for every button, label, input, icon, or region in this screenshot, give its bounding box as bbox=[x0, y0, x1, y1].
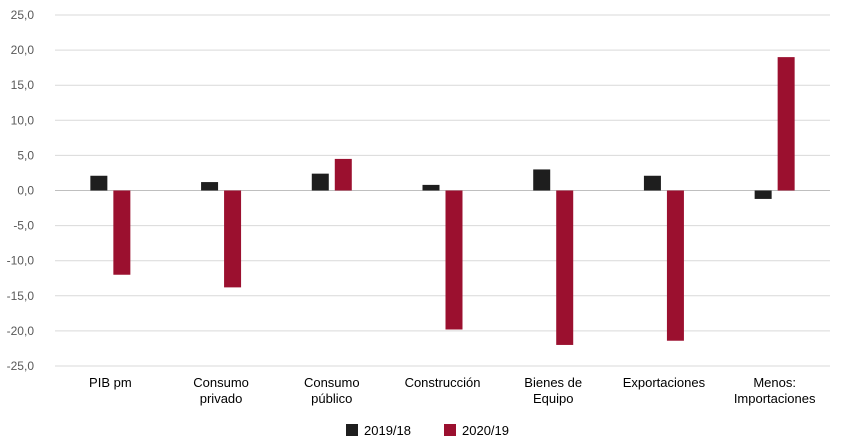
x-category-label: público bbox=[311, 391, 352, 406]
bar-2019-18-4 bbox=[533, 169, 551, 191]
bar-2020-19-6 bbox=[777, 57, 795, 191]
legend-label: 2020/19 bbox=[462, 423, 509, 438]
bar-2019-18-6 bbox=[754, 190, 772, 199]
x-category-label: privado bbox=[200, 391, 243, 406]
bar-2020-19-0 bbox=[113, 190, 131, 275]
x-category-label: Menos: bbox=[753, 375, 796, 390]
y-tick-label: 20,0 bbox=[11, 43, 35, 57]
x-category-label: Bienes de bbox=[524, 375, 582, 390]
y-tick-label: -10,0 bbox=[7, 254, 35, 268]
y-tick-label: 15,0 bbox=[11, 78, 35, 92]
y-tick-label: 10,0 bbox=[11, 113, 35, 127]
x-axis-category-labels: PIB pm ConsumoprivadoConsumopúblicoConstr… bbox=[89, 375, 816, 406]
bar-2019-18-2 bbox=[311, 173, 329, 191]
legend-label: 2019/18 bbox=[364, 423, 411, 438]
bar-2020-19-1 bbox=[224, 190, 242, 288]
bar-2019-18-1 bbox=[201, 182, 219, 191]
legend-swatch bbox=[444, 424, 456, 436]
x-category-label: Exportaciones bbox=[623, 375, 706, 390]
bar-2020-19-3 bbox=[445, 190, 463, 330]
bar-2020-19-2 bbox=[334, 158, 352, 191]
legend-swatch bbox=[346, 424, 358, 436]
x-category-label: Importaciones bbox=[734, 391, 816, 406]
y-tick-label: -20,0 bbox=[7, 324, 35, 338]
x-category-label: Consumo bbox=[304, 375, 360, 390]
y-tick-label: 0,0 bbox=[17, 184, 34, 198]
y-tick-label: -5,0 bbox=[13, 219, 34, 233]
bar-2020-19-5 bbox=[666, 190, 684, 341]
y-tick-label: 25,0 bbox=[11, 8, 35, 22]
bar-2019-18-3 bbox=[422, 184, 440, 191]
legend: 2019/18 2020/19 bbox=[346, 423, 509, 438]
x-category-label: Construcción bbox=[405, 375, 481, 390]
x-category-label: PIB pm bbox=[89, 375, 132, 390]
x-category-label: Consumo bbox=[193, 375, 249, 390]
bars bbox=[90, 57, 795, 345]
bar-2019-18-5 bbox=[643, 175, 661, 191]
y-axis-tick-labels: 25,0 20,0 15,0 10,0 5,0 0,0 -5,0 -10,0 -15,0 -20,… bbox=[7, 8, 35, 373]
gridlines bbox=[55, 14, 830, 367]
bar-2019-18-0 bbox=[90, 175, 108, 191]
bar-2020-19-4 bbox=[556, 190, 574, 345]
y-tick-label: -25,0 bbox=[7, 359, 35, 373]
x-category-label: Equipo bbox=[533, 391, 573, 406]
y-tick-label: 5,0 bbox=[17, 148, 34, 162]
y-tick-label: -15,0 bbox=[7, 289, 35, 303]
